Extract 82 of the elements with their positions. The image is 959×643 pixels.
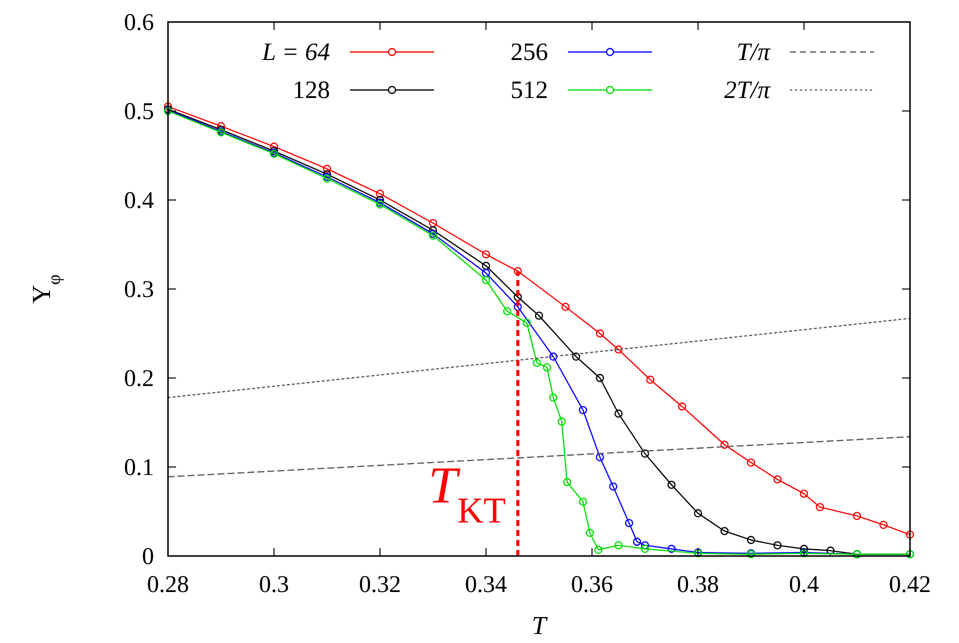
point	[522, 318, 531, 327]
point	[482, 268, 490, 278]
point	[482, 262, 490, 270]
point	[596, 329, 604, 338]
y-tick-label: 0.5	[124, 99, 154, 125]
x-tick-label: 0.4	[789, 572, 819, 598]
point	[514, 302, 522, 311]
legend-label: T/π	[736, 39, 772, 66]
point	[322, 170, 332, 178]
point	[482, 250, 490, 258]
point	[164, 102, 172, 111]
x-tick-label: 0.38	[677, 572, 719, 598]
point	[558, 418, 566, 426]
point	[694, 509, 702, 518]
point	[572, 352, 580, 361]
legend-label: 512	[510, 77, 548, 104]
point	[503, 307, 512, 316]
point	[826, 546, 835, 555]
point	[549, 393, 558, 402]
legend-label: 2T/π	[724, 77, 772, 104]
x-tick-label: 0.32	[359, 572, 401, 598]
point	[428, 226, 438, 234]
x-tick-label: 0.42	[889, 572, 931, 598]
legend-label: 256	[510, 39, 548, 66]
point	[773, 541, 782, 550]
point	[534, 312, 544, 320]
y-tick-label: 0	[142, 544, 154, 570]
point	[376, 190, 384, 198]
point	[586, 528, 594, 537]
point	[614, 345, 623, 354]
point	[640, 450, 650, 458]
point	[609, 482, 618, 491]
y-tick-label: 0.3	[124, 277, 154, 303]
point	[428, 219, 438, 228]
point	[561, 302, 570, 311]
point	[625, 518, 634, 528]
point	[640, 544, 650, 553]
point	[816, 502, 824, 512]
point	[800, 544, 808, 553]
point	[549, 352, 558, 361]
point	[596, 453, 604, 462]
point	[594, 546, 602, 554]
point	[596, 374, 604, 382]
point	[640, 541, 650, 550]
point	[482, 276, 490, 284]
point	[578, 498, 588, 506]
point	[614, 410, 623, 418]
point	[746, 536, 756, 544]
point	[514, 292, 522, 302]
legend-label: 128	[292, 77, 330, 104]
point	[542, 363, 552, 372]
point	[614, 541, 623, 550]
point	[578, 406, 588, 414]
ref-line-label: T$_{KT}$	[428, 458, 506, 531]
point	[746, 458, 756, 467]
point	[906, 530, 914, 539]
point	[879, 520, 888, 529]
point	[322, 164, 332, 173]
x-tick-label: 0.3	[259, 572, 289, 598]
point	[667, 480, 676, 489]
point	[800, 490, 808, 498]
point	[376, 196, 384, 204]
point	[562, 478, 572, 486]
point	[646, 376, 654, 384]
y-tick-label: 0.1	[124, 455, 154, 481]
y-tick-label: 0.6	[124, 10, 154, 36]
point	[632, 538, 642, 546]
point	[720, 526, 729, 536]
x-axis-title: T	[532, 611, 548, 640]
point	[532, 358, 541, 367]
point	[678, 402, 686, 411]
x-tick-label: 0.36	[571, 572, 613, 598]
x-tick-label: 0.34	[465, 572, 507, 598]
y-tick-label: 0.2	[124, 366, 154, 392]
legend-label: L = 64	[261, 39, 330, 66]
x-tick-label: 0.28	[147, 572, 189, 598]
point	[514, 267, 522, 276]
point	[667, 544, 676, 553]
y-tick-label: 0.4	[124, 188, 154, 214]
point	[773, 475, 782, 484]
point	[720, 440, 729, 449]
point	[852, 512, 862, 520]
